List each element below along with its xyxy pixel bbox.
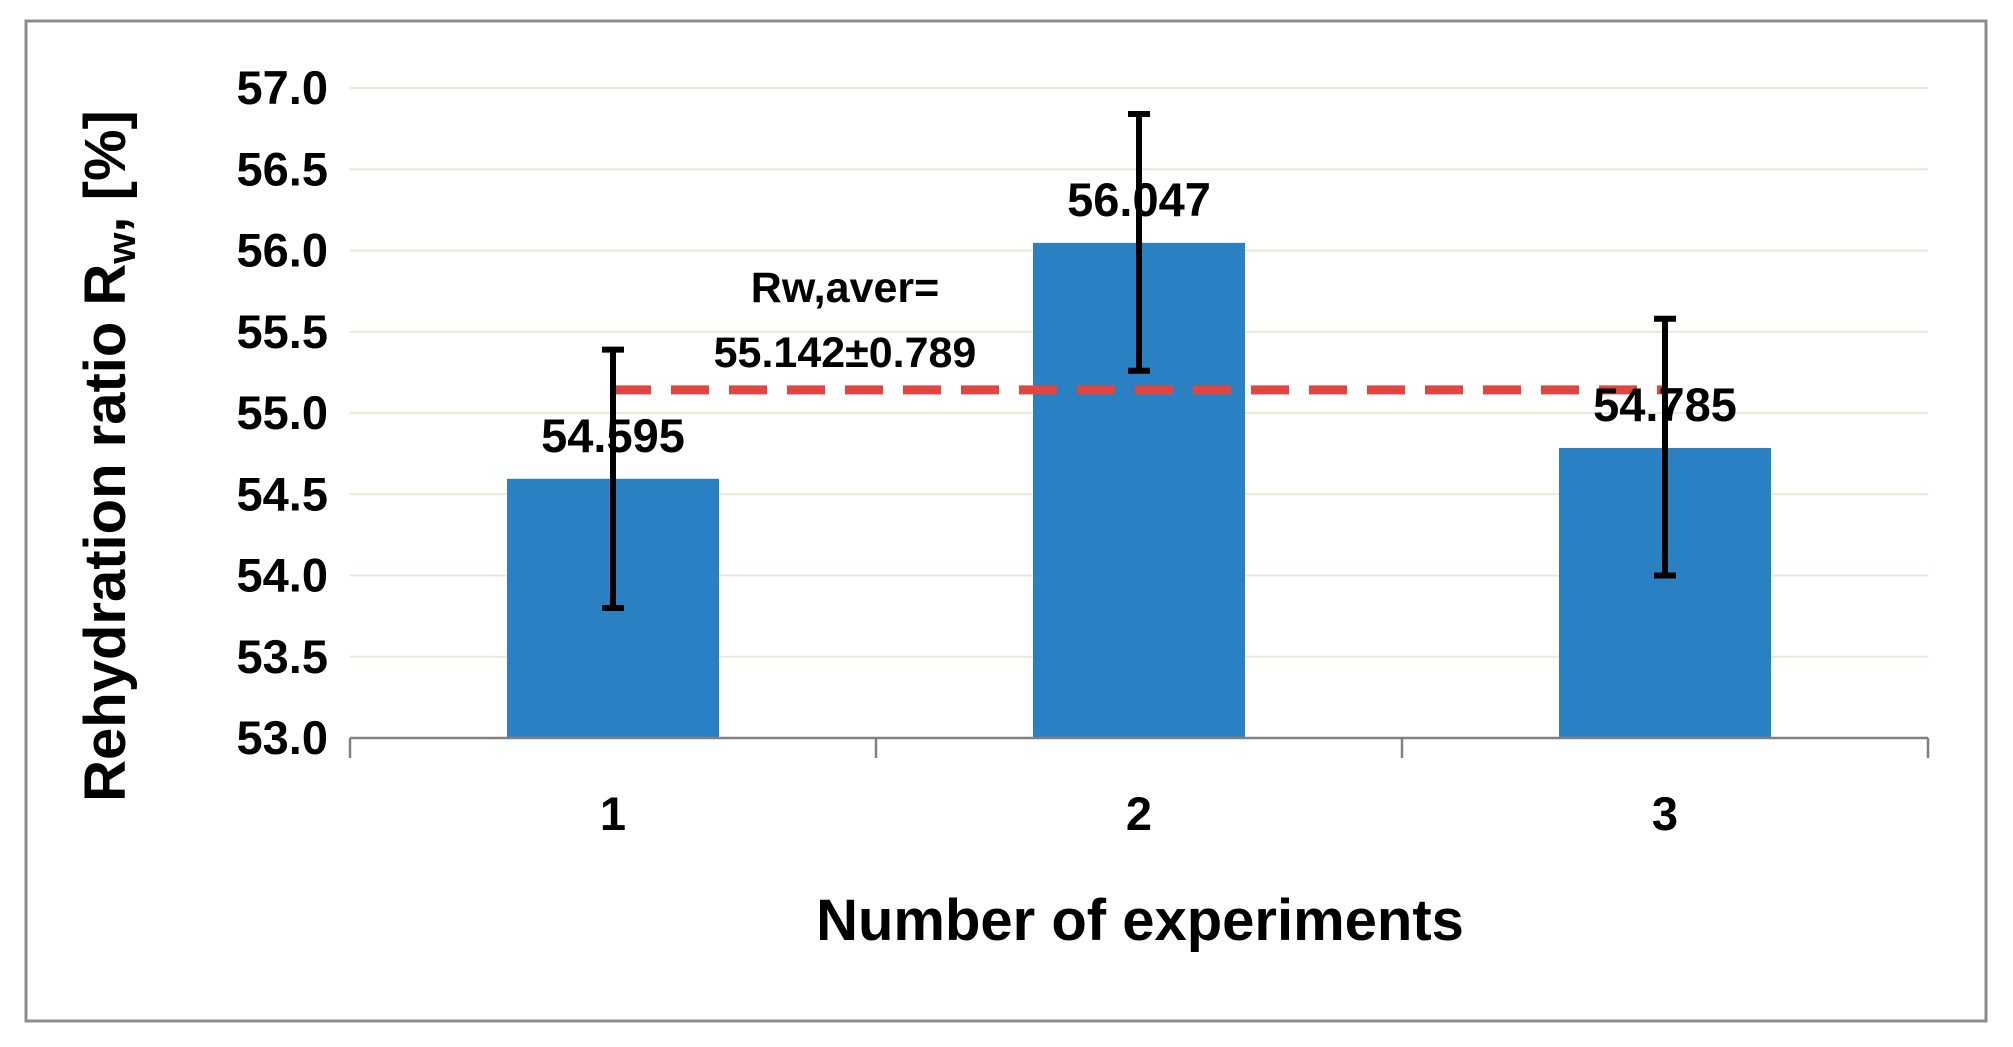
y-axis-title: Rehydration ratio Rw, [%]: [73, 110, 144, 802]
y-axis-title-subscript: w: [100, 232, 144, 265]
y-tick-label: 54.0: [237, 549, 328, 602]
axes: [348, 736, 1930, 758]
x-tick-label: 2: [1126, 787, 1152, 840]
x-tick-label: 1: [600, 787, 626, 840]
y-axis-title-main: Rehydration ratio R: [73, 264, 138, 802]
error-bars: [602, 111, 1676, 611]
y-tick-label: 56.5: [237, 142, 328, 195]
average-label-line1: Rw,aver=: [751, 264, 939, 312]
average-label-line2: 55.142±0.789: [714, 329, 977, 377]
y-axis-title-tail: , [%]: [73, 110, 138, 232]
y-tick-label: 53.0: [237, 711, 328, 764]
y-tick-label: 56.0: [237, 224, 328, 277]
x-tick-label: 3: [1652, 787, 1678, 840]
y-tick-label: 55.0: [237, 386, 328, 439]
labels: 53.0 53.5 54.0 54.5 55.0 55.5 56.0 56.5 57.0 1 2 3 5…: [237, 61, 1737, 840]
data-label: 54.785: [1593, 378, 1737, 431]
x-axis-title: Number of experiments: [816, 888, 1464, 953]
y-tick-label: 57.0: [237, 61, 328, 114]
y-tick-label: 54.5: [237, 467, 328, 520]
data-label: 54.595: [541, 409, 685, 462]
y-tick-label: 53.5: [237, 630, 328, 683]
y-tick-label: 55.5: [237, 305, 328, 358]
data-label: 56.047: [1067, 173, 1211, 226]
